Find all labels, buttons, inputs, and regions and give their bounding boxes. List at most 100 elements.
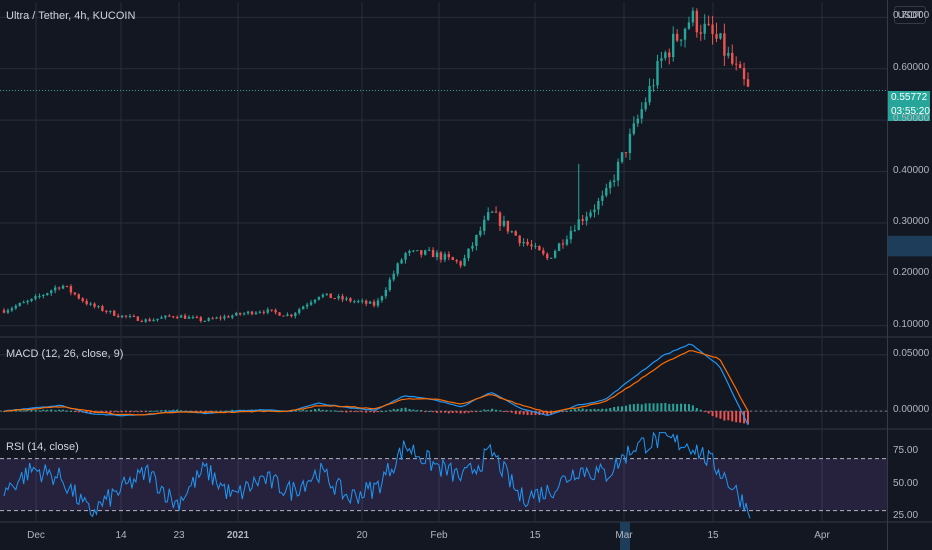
candle-body	[494, 211, 498, 213]
candle-body	[321, 294, 325, 297]
macd-histogram-bar	[715, 411, 718, 418]
candle-body	[691, 10, 695, 23]
candle-body	[408, 251, 411, 254]
macd-histogram-bar	[727, 411, 730, 421]
symbol-title[interactable]: Ultra / Tether, 4h, KUCOIN	[6, 10, 136, 22]
macd-histogram-bar	[735, 411, 738, 423]
macd-histogram-bar	[329, 410, 332, 412]
macd-histogram-bar	[546, 411, 549, 415]
candle-body	[731, 52, 734, 64]
candle-body	[522, 241, 525, 244]
candle-body	[156, 318, 159, 320]
macd-histogram-bar	[353, 411, 356, 413]
candle-body	[105, 310, 108, 312]
candle-body	[219, 317, 222, 319]
macd-histogram-bar	[518, 411, 521, 415]
candle-body	[703, 23, 706, 34]
currency-button[interactable]: USDT	[894, 6, 926, 24]
macd-histogram-bar	[223, 410, 226, 412]
price-range-highlight	[888, 235, 932, 257]
macd-histogram-bar	[684, 403, 687, 412]
candle-body	[215, 317, 218, 319]
macd-axis-tick: 0.00000	[893, 404, 930, 416]
candle-body	[18, 303, 21, 306]
candle-body	[164, 315, 167, 318]
candle-body	[546, 253, 549, 259]
macd-histogram-bar	[664, 402, 667, 412]
macd-histogram-bar	[333, 410, 336, 412]
candle-body	[81, 298, 84, 301]
macd-histogram-bar	[554, 411, 557, 414]
bar-countdown: 03:55:20	[891, 106, 930, 117]
candle-body	[199, 317, 203, 321]
macd-histogram-bar	[317, 408, 320, 412]
macd-histogram-bar	[660, 403, 663, 412]
candle-body	[61, 285, 65, 289]
macd-histogram-bar	[168, 410, 171, 412]
macd-histogram-bar	[73, 411, 76, 413]
macd-histogram-bar	[227, 410, 230, 412]
candle-body	[577, 219, 580, 231]
candle-body	[483, 219, 486, 231]
macd-histogram-bar	[652, 403, 655, 412]
macd-histogram-bar	[530, 411, 533, 415]
macd-histogram-bar	[380, 411, 383, 413]
time-axis-tick: 15	[529, 530, 541, 541]
macd-histogram-bar	[640, 404, 643, 412]
macd-histogram-bar	[644, 403, 647, 412]
macd-histogram-bar	[711, 411, 714, 417]
macd-histogram-bar	[699, 409, 702, 412]
current-price-value: 0.55772	[891, 92, 928, 103]
candle-body	[557, 243, 561, 251]
macd-histogram-bar	[628, 404, 631, 412]
candle-body	[262, 311, 266, 313]
candle-body	[195, 316, 199, 318]
time-axis-tick: 14	[115, 530, 127, 541]
candle-body	[431, 249, 435, 258]
candle-body	[77, 294, 80, 299]
candle-body	[337, 296, 340, 299]
candle-body	[286, 314, 289, 316]
macd-histogram-bar	[30, 409, 33, 412]
candle-body	[727, 52, 730, 56]
macd-histogram-bar	[443, 411, 446, 413]
candle-body	[242, 313, 246, 315]
candle-body	[30, 298, 33, 301]
candle-body	[353, 301, 356, 303]
macd-histogram-bar	[77, 411, 80, 413]
rsi-title[interactable]: RSI (14, close)	[6, 441, 79, 453]
candle-body	[278, 312, 281, 316]
candle-body	[191, 316, 195, 318]
macd-histogram-bar	[569, 409, 572, 412]
time-axis-tick: 15	[707, 530, 719, 541]
macd-title[interactable]: MACD (12, 26, close, 9)	[6, 348, 124, 360]
candle-body	[53, 287, 57, 291]
candle-body	[597, 200, 600, 210]
candle-body	[183, 315, 187, 319]
rsi-axis-tick: 75.00	[893, 445, 919, 457]
candle-body	[65, 285, 69, 287]
candle-body	[514, 231, 517, 236]
macd-histogram-bar	[357, 411, 360, 413]
price-axis-tick: 0.60000	[893, 61, 930, 73]
candle-body	[376, 300, 380, 306]
macd-histogram-bar	[561, 411, 564, 413]
candle-body	[313, 299, 317, 303]
macd-histogram-bar	[384, 410, 387, 412]
candle-body	[672, 33, 675, 58]
candle-body	[93, 303, 96, 307]
candle-body	[349, 298, 352, 302]
macd-histogram-bar	[50, 409, 53, 412]
candle-body	[132, 315, 136, 317]
macd-histogram-bar	[483, 409, 486, 412]
rsi-line	[3, 431, 751, 519]
candle-body	[711, 24, 714, 35]
macd-histogram-bar	[62, 409, 65, 412]
candle-body	[687, 22, 691, 29]
macd-histogram-bar	[573, 408, 576, 412]
price-axis-tick: 0.70000	[893, 10, 930, 22]
macd-histogram-bar	[723, 411, 726, 421]
candle-body	[640, 109, 643, 119]
candle-body	[282, 315, 285, 317]
